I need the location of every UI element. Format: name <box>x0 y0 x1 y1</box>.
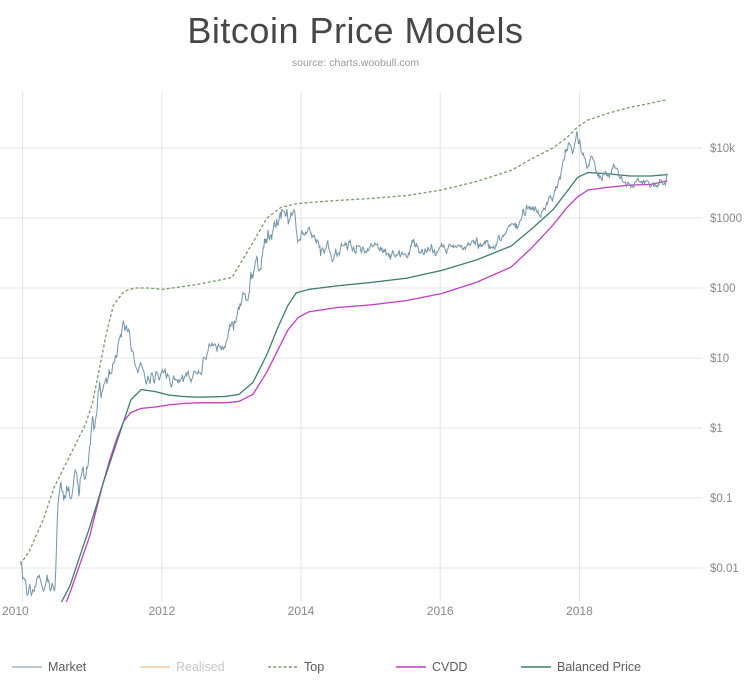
svg-text:$10k: $10k <box>710 143 735 155</box>
svg-text:$1000: $1000 <box>710 213 742 225</box>
svg-text:Market: Market <box>48 660 87 674</box>
svg-text:$0.1: $0.1 <box>710 493 732 505</box>
svg-text:Balanced Price: Balanced Price <box>557 660 641 674</box>
svg-text:CVDD: CVDD <box>432 660 467 674</box>
svg-text:2010: 2010 <box>2 604 29 618</box>
svg-text:Realised: Realised <box>176 660 225 674</box>
svg-text:$0.01: $0.01 <box>710 563 739 575</box>
svg-text:2014: 2014 <box>288 604 315 618</box>
svg-text:2016: 2016 <box>427 604 454 618</box>
svg-text:$100: $100 <box>710 283 736 295</box>
svg-text:Top: Top <box>304 660 324 674</box>
svg-text:$1: $1 <box>710 423 723 435</box>
svg-text:2012: 2012 <box>148 604 175 618</box>
svg-text:2018: 2018 <box>566 604 593 618</box>
svg-text:$10: $10 <box>710 353 729 365</box>
